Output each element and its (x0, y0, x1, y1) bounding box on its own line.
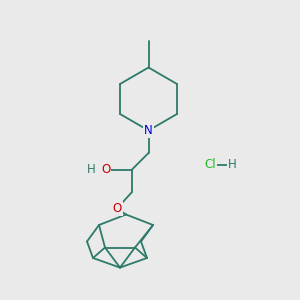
Text: O: O (112, 202, 122, 215)
Text: H: H (228, 158, 237, 172)
Text: N: N (144, 124, 153, 137)
Text: Cl: Cl (204, 158, 216, 172)
Text: H: H (87, 163, 96, 176)
Text: O: O (101, 163, 110, 176)
